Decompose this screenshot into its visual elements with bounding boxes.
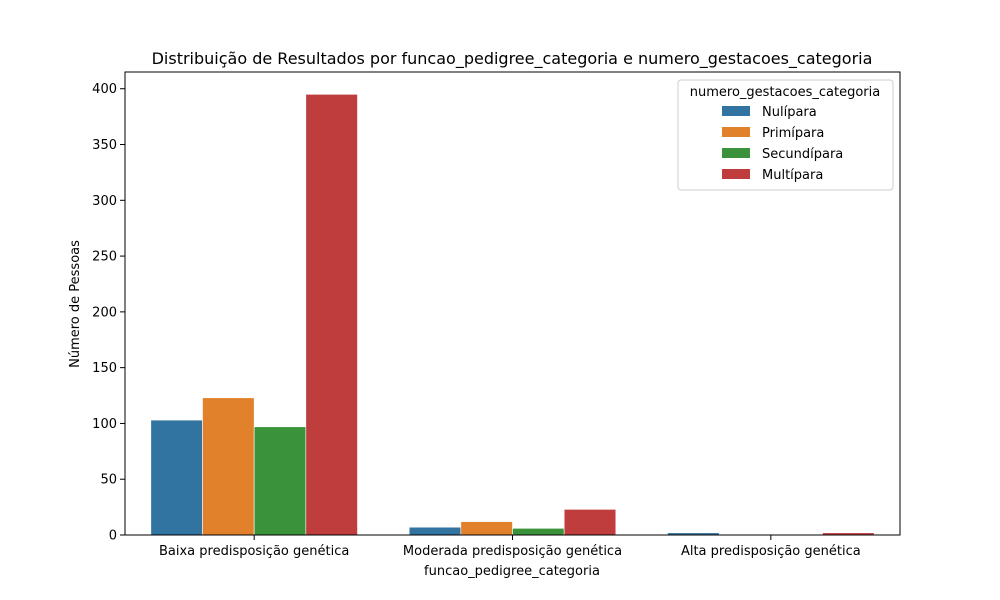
x-tick-label: Baixa predisposição genética — [159, 544, 349, 559]
y-axis: 0 50 100 150 200 250 300 350 400 — [92, 82, 125, 544]
bar-primípara-2 — [460, 521, 513, 536]
bar-primípara-1 — [202, 397, 255, 536]
bar-nulípara-1 — [150, 419, 203, 536]
bars-group — [150, 94, 875, 536]
y-tick-label: 300 — [92, 194, 117, 209]
legend: numero_gestacoes_categoria Nulípara Primí… — [677, 79, 894, 191]
x-axis-label: funcao_pedigree_categoria — [424, 564, 600, 579]
x-tick-label: Alta predisposição genética — [681, 544, 861, 559]
plot-frame — [124, 71, 901, 536]
y-tick-label: 200 — [92, 305, 117, 320]
bar-multípara-2 — [563, 509, 617, 536]
legend-swatch-nulípara — [722, 106, 750, 116]
legend-title: numero_gestacoes_categoria — [690, 85, 880, 100]
legend-label-multípara: Multípara — [762, 168, 823, 183]
legend-label-secundípara: Secundípara — [762, 147, 843, 162]
bar-secundípara-2 — [512, 528, 565, 536]
y-tick-label: 400 — [92, 82, 117, 97]
y-axis-label: Número de Pessoas — [68, 240, 83, 368]
y-tick-label: 50 — [100, 473, 117, 488]
legend-label-primípara: Primípara — [762, 126, 824, 141]
bar-nulípara-2 — [408, 526, 462, 536]
x-axis: Baixa predisposição genética Moderada pre… — [159, 535, 861, 559]
legend-label-nulípara: Nulípara — [762, 105, 817, 120]
bar-multípara-1 — [305, 94, 358, 536]
y-tick-label: 350 — [92, 138, 117, 153]
y-tick-label: 0 — [109, 529, 117, 544]
y-tick-label: 250 — [92, 250, 117, 265]
legend-swatch-secundípara — [722, 148, 750, 158]
y-tick-label: 100 — [92, 417, 117, 432]
legend-swatch-primípara — [722, 127, 750, 137]
x-tick-label: Moderada predisposição genética — [403, 544, 622, 559]
legend-swatch-multípara — [722, 169, 750, 179]
chart-title: Distribuição de Resultados por funcao_pe… — [152, 49, 873, 69]
bar-secundípara-1 — [253, 426, 307, 536]
y-tick-label: 150 — [92, 361, 117, 376]
